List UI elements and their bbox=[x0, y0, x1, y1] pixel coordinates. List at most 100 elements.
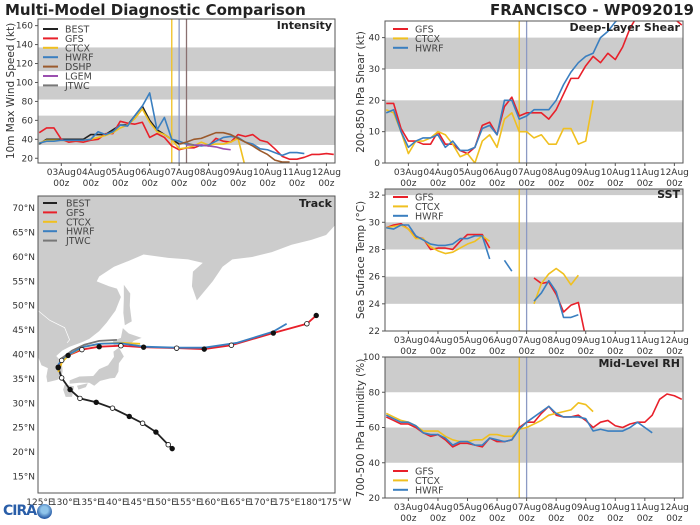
x-tick-hour: 00z bbox=[637, 347, 653, 357]
x-tick-day: 11Aug bbox=[630, 168, 659, 178]
track-marker-gfs bbox=[96, 343, 102, 350]
y-tick-label: 140 bbox=[16, 41, 33, 51]
y-tick-label: 26 bbox=[369, 273, 381, 283]
logo-text: CIRA bbox=[3, 503, 37, 519]
x-tick-day: 12Aug bbox=[660, 503, 689, 513]
x-tick-hour: 00z bbox=[430, 514, 446, 524]
legend-label: HWRF bbox=[415, 43, 444, 54]
border-line bbox=[38, 310, 70, 344]
legend-label: CTCX bbox=[415, 202, 441, 213]
y-tick-label: 80 bbox=[369, 388, 381, 398]
shaded-band bbox=[385, 276, 683, 304]
lat-tick-label: 15°N bbox=[12, 472, 35, 482]
lon-tick-label: 140°E bbox=[100, 498, 128, 508]
y-tick-label: 40 bbox=[22, 135, 34, 145]
x-tick-day: 08Aug bbox=[542, 336, 571, 346]
track-marker-best bbox=[126, 413, 132, 420]
shaded-band bbox=[385, 357, 683, 393]
y-tick-label: 20 bbox=[22, 154, 34, 164]
chart-sst: 22242628303203Aug00z04Aug00z05Aug00z06Au… bbox=[355, 188, 689, 357]
x-tick-day: 10Aug bbox=[601, 168, 630, 178]
plot-area bbox=[385, 21, 683, 163]
y-tick-label: 30 bbox=[369, 65, 381, 75]
track-marker-gfs bbox=[270, 330, 277, 336]
x-tick-hour: 00z bbox=[666, 347, 682, 357]
lat-tick-label: 45°N bbox=[12, 326, 35, 336]
x-tick-hour: 00z bbox=[666, 514, 682, 524]
x-tick-hour: 00z bbox=[430, 179, 446, 189]
track-marker-gfs bbox=[65, 352, 71, 359]
legend-label: JTWC bbox=[65, 236, 91, 247]
x-tick-day: 05Aug bbox=[453, 168, 482, 178]
shaded-band bbox=[385, 100, 683, 132]
track-marker-gfs bbox=[58, 357, 65, 364]
storm-title: FRANCISCO - WP092019 bbox=[490, 1, 694, 19]
x-tick-day: 11Aug bbox=[630, 503, 659, 513]
x-tick-hour: 00z bbox=[548, 514, 564, 524]
legend-label: GFS bbox=[415, 25, 434, 36]
x-tick-day: 04Aug bbox=[76, 168, 105, 178]
x-tick-day: 11Aug bbox=[282, 168, 311, 178]
legend-label: HWRF bbox=[415, 211, 444, 222]
y-tick-label: 22 bbox=[369, 327, 380, 337]
y-axis-label: Sea Surface Temp (°C) bbox=[355, 201, 367, 319]
legend-label: CTCX bbox=[66, 217, 92, 228]
x-tick-day: 12Aug bbox=[312, 168, 341, 178]
x-tick-day: 04Aug bbox=[423, 336, 452, 346]
x-tick-day: 10Aug bbox=[253, 168, 282, 178]
x-tick-day: 03Aug bbox=[394, 168, 423, 178]
x-tick-hour: 00z bbox=[400, 514, 416, 524]
lon-tick-label: 175°E bbox=[273, 498, 301, 508]
lat-tick-label: 35°N bbox=[12, 375, 35, 385]
legend-label: GFS bbox=[66, 208, 85, 219]
lat-tick-label: 60°N bbox=[12, 253, 35, 263]
x-tick-day: 06Aug bbox=[483, 503, 512, 513]
shikoku bbox=[76, 383, 88, 390]
x-tick-day: 09Aug bbox=[224, 168, 253, 178]
x-tick-hour: 00z bbox=[578, 347, 594, 357]
track-marker-best bbox=[58, 375, 65, 381]
track-marker-gfs bbox=[228, 342, 235, 348]
chart-deep-layer-shear: 01020304003Aug00z04Aug00z05Aug00z06Aug00… bbox=[355, 20, 689, 189]
chart-mid-level-rh: 2040608010003Aug00z04Aug00z05Aug00z06Aug… bbox=[355, 353, 689, 524]
x-tick-hour: 00z bbox=[112, 179, 128, 189]
legend-label: BEST bbox=[65, 25, 90, 36]
y-tick-label: 120 bbox=[16, 60, 33, 70]
x-tick-hour: 00z bbox=[289, 179, 305, 189]
x-tick-hour: 00z bbox=[578, 179, 594, 189]
cira-logo: CIRA bbox=[3, 503, 53, 519]
track-marker-best bbox=[153, 429, 159, 435]
x-tick-hour: 00z bbox=[578, 514, 594, 524]
lon-tick-label: 170°E bbox=[248, 498, 276, 508]
track-marker-gfs bbox=[79, 346, 85, 353]
globe-icon bbox=[37, 503, 53, 519]
shaded-band bbox=[385, 427, 683, 463]
y-tick-label: 80 bbox=[22, 97, 34, 107]
x-tick-hour: 00z bbox=[53, 179, 69, 189]
y-tick-label: 28 bbox=[369, 245, 381, 255]
legend-label: CTCX bbox=[65, 43, 91, 54]
x-tick-hour: 00z bbox=[489, 179, 505, 189]
x-tick-hour: 00z bbox=[519, 179, 535, 189]
x-tick-day: 07Aug bbox=[512, 503, 541, 513]
x-tick-day: 03Aug bbox=[394, 336, 423, 346]
x-tick-day: 05Aug bbox=[453, 336, 482, 346]
panel-title: SST bbox=[657, 188, 680, 201]
chart-intensity: 2040608010012014016003Aug00z04Aug00z05Au… bbox=[5, 18, 341, 189]
asia-landmass bbox=[38, 196, 335, 383]
y-tick-label: 100 bbox=[363, 353, 380, 363]
x-tick-hour: 00z bbox=[489, 514, 505, 524]
x-tick-hour: 00z bbox=[607, 514, 623, 524]
lat-tick-label: 65°N bbox=[12, 229, 35, 239]
lon-tick-label: 165°E bbox=[224, 498, 252, 508]
track-marker-best bbox=[109, 405, 116, 411]
lon-tick-label: 130°E bbox=[51, 498, 79, 508]
x-tick-hour: 00z bbox=[230, 179, 246, 189]
x-tick-hour: 00z bbox=[548, 347, 564, 357]
y-tick-label: 20 bbox=[369, 494, 381, 504]
